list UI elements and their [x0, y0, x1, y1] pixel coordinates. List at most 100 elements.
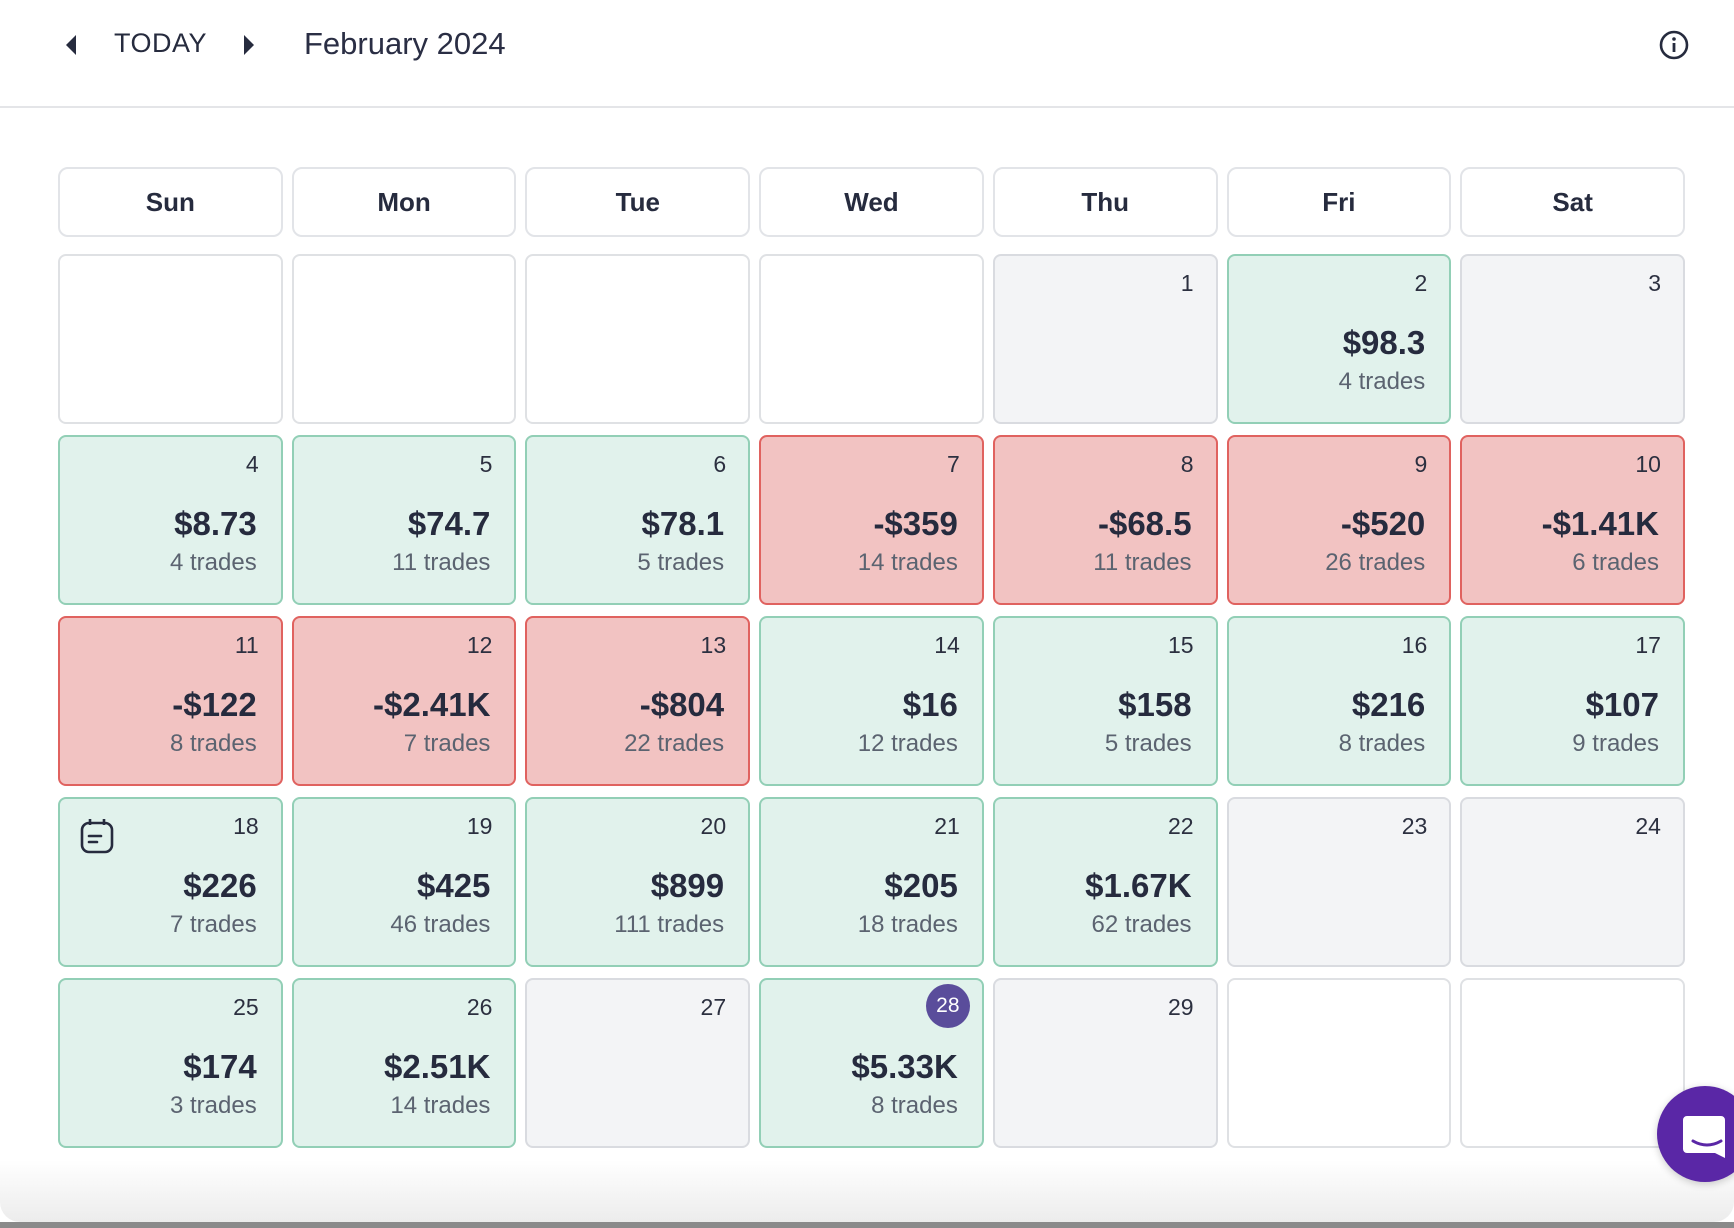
- day-cell-15[interactable]: 15 $158 5 trades: [992, 616, 1218, 786]
- day-cell-28[interactable]: 28 $5.33K 8 trades: [759, 978, 984, 1148]
- caret-left-icon: [66, 35, 76, 55]
- day-trade-count: 26 trades: [1325, 549, 1426, 576]
- weekday-sun: Sun: [58, 167, 283, 237]
- day-number: 11: [234, 632, 259, 658]
- day-cell-24[interactable]: 24: [1460, 797, 1685, 967]
- day-cell-outside: [759, 254, 984, 424]
- day-number: 29: [1167, 994, 1194, 1020]
- day-pnl: $74.7: [407, 505, 491, 542]
- calendar-grid: 1 2 $98.3 4 trades 3 4 $8.73 4 trades 5 $74.7 11 t…: [58, 254, 1685, 1148]
- day-trade-count: 14 trades: [857, 549, 958, 576]
- day-cell-16[interactable]: 16 $216 8 trades: [1226, 616, 1452, 786]
- day-cell-10[interactable]: 10 -$1.41K 6 trades: [1460, 435, 1685, 605]
- day-cell-9[interactable]: 9 -$520 26 trades: [1226, 435, 1452, 605]
- day-cell-1[interactable]: 1: [992, 254, 1218, 424]
- today-button[interactable]: TODAY: [114, 28, 208, 58]
- day-trade-count: 6 trades: [1572, 549, 1659, 576]
- day-cell-17[interactable]: 17 $107 9 trades: [1460, 616, 1685, 786]
- day-trade-count: 46 trades: [390, 911, 491, 938]
- window-bottom-edge: [0, 1222, 1734, 1228]
- day-number: 9: [1414, 451, 1428, 477]
- day-cell-13[interactable]: 13 -$804 22 trades: [525, 616, 751, 786]
- weekday-tue: Tue: [525, 167, 751, 237]
- day-cell-outside: [1460, 978, 1685, 1148]
- info-icon[interactable]: [1658, 29, 1690, 61]
- day-number: 1: [1180, 270, 1194, 296]
- day-cell-23[interactable]: 23: [1226, 797, 1452, 967]
- day-trade-count: 5 trades: [637, 549, 725, 576]
- day-cell-14[interactable]: 14 $16 12 trades: [759, 616, 984, 786]
- day-cell-7[interactable]: 7 -$359 14 trades: [759, 435, 984, 605]
- day-trade-count: 22 trades: [624, 730, 725, 757]
- day-trade-count: 12 trades: [857, 730, 958, 757]
- day-cell-12[interactable]: 12 -$2.41K 7 trades: [291, 616, 517, 786]
- day-number: 12: [466, 632, 493, 658]
- weekday-header-row: Sun Mon Tue Wed Thu Fri Sat: [58, 167, 1685, 237]
- day-cell-6[interactable]: 6 $78.1 5 trades: [525, 435, 751, 605]
- day-number: 16: [1401, 632, 1428, 658]
- day-trade-count: 111 trades: [614, 911, 725, 938]
- day-pnl: $216: [1351, 686, 1426, 723]
- next-month-button[interactable]: [234, 30, 264, 60]
- day-pnl: $8.73: [174, 505, 257, 542]
- day-cell-5[interactable]: 5 $74.7 11 trades: [291, 435, 517, 605]
- day-number: 22: [1167, 813, 1194, 839]
- chat-support-button[interactable]: [1657, 1086, 1734, 1182]
- day-pnl: $174: [183, 1048, 257, 1085]
- day-number: 23: [1401, 813, 1428, 839]
- day-trade-count: 4 trades: [1338, 368, 1426, 395]
- weekday-thu: Thu: [992, 167, 1218, 237]
- day-cell-19[interactable]: 19 $425 46 trades: [291, 797, 517, 967]
- day-pnl: $2.51K: [384, 1048, 491, 1085]
- chat-icon: [1683, 1116, 1725, 1158]
- day-cell-26[interactable]: 26 $2.51K 14 trades: [291, 978, 517, 1148]
- weekday-fri: Fri: [1226, 167, 1452, 237]
- day-cell-8[interactable]: 8 -$68.5 11 trades: [992, 435, 1218, 605]
- day-number: 25: [233, 994, 259, 1020]
- day-number: 2: [1414, 270, 1428, 296]
- day-cell-20[interactable]: 20 $899 111 trades: [525, 797, 751, 967]
- weekday-wed: Wed: [759, 167, 984, 237]
- day-pnl: $899: [650, 867, 725, 904]
- day-cell-18[interactable]: 18 $226 7 trades: [58, 797, 283, 967]
- day-number: 13: [700, 632, 727, 658]
- day-trade-count: 62 trades: [1091, 911, 1192, 938]
- day-cell-25[interactable]: 25 $174 3 trades: [58, 978, 283, 1148]
- day-number: 26: [466, 994, 493, 1020]
- day-trade-count: 7 trades: [169, 911, 257, 938]
- day-trade-count: 7 trades: [403, 730, 491, 757]
- day-pnl: -$520: [1340, 505, 1426, 542]
- day-number: 6: [713, 451, 727, 477]
- day-cell-29[interactable]: 29: [992, 978, 1218, 1148]
- day-cell-11[interactable]: 11 -$122 8 trades: [58, 616, 283, 786]
- day-trade-count: 9 trades: [1572, 730, 1659, 757]
- day-pnl: $16: [902, 686, 958, 723]
- day-number: 5: [479, 451, 493, 477]
- day-number: 10: [1635, 451, 1661, 477]
- day-cell-2[interactable]: 2 $98.3 4 trades: [1226, 254, 1452, 424]
- day-pnl: $205: [884, 867, 958, 904]
- day-cell-outside: [291, 254, 517, 424]
- day-cell-27[interactable]: 27: [525, 978, 751, 1148]
- calendar-header: TODAY February 2024: [0, 0, 1734, 108]
- weekday-sat: Sat: [1460, 167, 1685, 237]
- weekday-mon: Mon: [291, 167, 517, 237]
- day-number: 27: [700, 994, 727, 1020]
- day-pnl: $5.33K: [851, 1048, 958, 1085]
- day-trade-count: 3 trades: [169, 1092, 257, 1119]
- day-cell-4[interactable]: 4 $8.73 4 trades: [58, 435, 283, 605]
- day-number: 24: [1635, 813, 1661, 839]
- day-pnl: $1.67K: [1085, 867, 1192, 904]
- day-cell-21[interactable]: 21 $205 18 trades: [759, 797, 984, 967]
- day-pnl: -$804: [639, 686, 725, 723]
- day-pnl: $158: [1118, 686, 1192, 723]
- day-trade-count: 11 trades: [1093, 549, 1192, 576]
- day-cell-22[interactable]: 22 $1.67K 62 trades: [992, 797, 1218, 967]
- day-pnl: -$359: [873, 505, 958, 542]
- today-day-badge: 28: [925, 984, 970, 1028]
- day-pnl: -$2.41K: [373, 686, 491, 723]
- daily-note-icon[interactable]: [77, 816, 117, 856]
- day-pnl: $78.1: [641, 505, 725, 542]
- day-cell-3[interactable]: 3: [1460, 254, 1685, 424]
- prev-month-button[interactable]: [56, 30, 86, 60]
